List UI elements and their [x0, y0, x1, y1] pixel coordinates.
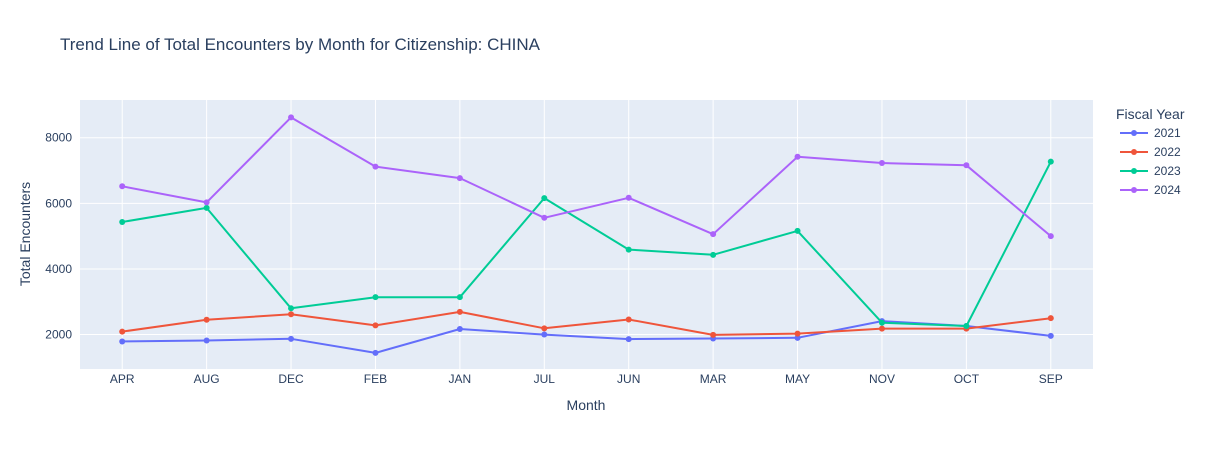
x-axis-ticks: APR AUG DEC FEB JAN JUL JUN MAR MAY NOV OCT SEP: [110, 372, 1063, 386]
data-point[interactable]: [119, 219, 126, 226]
legend-item-2024[interactable]: 2024: [1120, 183, 1181, 197]
x-tick-label: NOV: [869, 372, 895, 386]
data-point[interactable]: [625, 246, 632, 253]
data-point[interactable]: [794, 334, 801, 341]
y-axis-ticks: 2000 4000 6000 8000: [45, 131, 72, 342]
data-point[interactable]: [288, 305, 295, 312]
x-axis-title: Month: [567, 397, 606, 413]
data-point[interactable]: [456, 294, 463, 301]
data-point[interactable]: [710, 231, 717, 238]
legend-swatch-marker: [1131, 187, 1137, 193]
data-point[interactable]: [963, 162, 970, 169]
data-point[interactable]: [878, 319, 885, 326]
series-line[interactable]: [122, 320, 1051, 354]
legend-swatch-marker: [1131, 130, 1137, 136]
y-tick-label: 4000: [45, 262, 72, 276]
data-point[interactable]: [794, 227, 801, 234]
data-point[interactable]: [1047, 233, 1054, 240]
y-axis-title: Total Encounters: [17, 182, 33, 286]
legend-title: Fiscal Year: [1116, 106, 1185, 122]
data-point[interactable]: [456, 175, 463, 182]
series-2023[interactable]: [119, 158, 1054, 330]
data-point[interactable]: [288, 311, 295, 318]
chart-title: Trend Line of Total Encounters by Month …: [60, 35, 541, 54]
data-point[interactable]: [1047, 332, 1054, 339]
series-line[interactable]: [122, 161, 1052, 327]
y-tick-label: 6000: [45, 196, 72, 210]
x-tick-label: OCT: [954, 372, 980, 386]
data-point[interactable]: [288, 114, 295, 121]
legend-swatch-marker: [1131, 149, 1137, 155]
data-point[interactable]: [794, 153, 801, 160]
x-tick-label: SEP: [1039, 372, 1063, 386]
data-point[interactable]: [119, 338, 126, 345]
legend-label: 2022: [1154, 145, 1181, 159]
data-point[interactable]: [456, 325, 463, 332]
series-line[interactable]: [122, 116, 1052, 237]
x-tick-label: JUN: [617, 372, 640, 386]
x-tick-label: AUG: [194, 372, 220, 386]
data-point[interactable]: [203, 316, 210, 323]
legend-label: 2021: [1154, 126, 1181, 140]
y-tick-label: 8000: [45, 131, 72, 145]
legend-label: 2023: [1154, 164, 1181, 178]
data-point[interactable]: [878, 325, 885, 332]
data-point[interactable]: [372, 322, 379, 329]
series-2024[interactable]: [119, 114, 1054, 240]
data-point[interactable]: [710, 331, 717, 338]
data-point[interactable]: [119, 183, 126, 190]
legend-item-2023[interactable]: 2023: [1120, 164, 1181, 178]
data-point[interactable]: [794, 330, 801, 337]
data-point[interactable]: [541, 331, 548, 338]
data-point[interactable]: [625, 194, 632, 201]
data-point[interactable]: [372, 294, 379, 301]
legend-label: 2024: [1154, 183, 1181, 197]
legend-swatch-marker: [1131, 168, 1137, 174]
x-tick-label: APR: [110, 372, 135, 386]
data-point[interactable]: [541, 325, 548, 332]
data-point[interactable]: [203, 337, 210, 344]
legend-item-2021[interactable]: 2021: [1120, 126, 1181, 140]
x-tick-label: JAN: [449, 372, 472, 386]
x-tick-label: FEB: [364, 372, 387, 386]
x-tick-label: MAY: [785, 372, 810, 386]
data-point[interactable]: [1047, 158, 1054, 165]
x-tick-label: MAR: [700, 372, 727, 386]
data-point[interactable]: [372, 349, 379, 356]
data-point[interactable]: [372, 163, 379, 170]
data-point[interactable]: [288, 335, 295, 342]
data-point[interactable]: [541, 214, 548, 221]
data-point[interactable]: [625, 336, 632, 343]
series-2022[interactable]: [119, 308, 1054, 338]
legend[interactable]: Fiscal Year 2021 2022 2023 2024: [1116, 106, 1185, 197]
data-point[interactable]: [456, 308, 463, 315]
data-point[interactable]: [119, 328, 126, 335]
legend-item-2022[interactable]: 2022: [1120, 145, 1181, 159]
data-point[interactable]: [203, 204, 210, 211]
x-tick-label: DEC: [278, 372, 304, 386]
grid-lines: [80, 100, 1093, 369]
data-point[interactable]: [203, 199, 210, 206]
y-tick-label: 2000: [45, 328, 72, 342]
data-point[interactable]: [710, 251, 717, 258]
series-line[interactable]: [122, 310, 1051, 336]
series-layer: [119, 114, 1054, 356]
data-point[interactable]: [878, 159, 885, 166]
data-point[interactable]: [1047, 315, 1054, 322]
x-tick-label: JUL: [534, 372, 556, 386]
data-point[interactable]: [541, 195, 548, 202]
data-point[interactable]: [625, 316, 632, 323]
data-point[interactable]: [963, 323, 970, 330]
